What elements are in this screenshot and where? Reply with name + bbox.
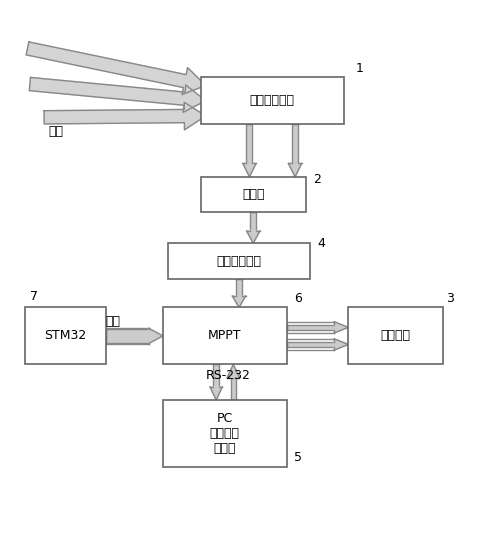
Polygon shape (232, 296, 246, 308)
Bar (348, 308, 444, 364)
Text: 充电控制电路: 充电控制电路 (217, 255, 261, 268)
Text: 2: 2 (313, 173, 321, 186)
Bar (25, 308, 106, 364)
Text: 1: 1 (356, 61, 363, 75)
Text: 太阳能电池板: 太阳能电池板 (250, 94, 295, 107)
Text: STM32: STM32 (44, 329, 87, 342)
Bar (213, 364, 219, 387)
Text: 蓄电池组: 蓄电池组 (381, 329, 411, 342)
Bar (286, 325, 334, 330)
Bar (236, 279, 242, 296)
Bar (292, 124, 298, 163)
Polygon shape (227, 364, 239, 378)
Bar (201, 177, 305, 213)
Bar (230, 378, 236, 400)
Bar (163, 400, 286, 467)
Bar (163, 308, 286, 364)
Text: 光照: 光照 (49, 125, 64, 138)
Polygon shape (44, 103, 206, 130)
Text: 7: 7 (30, 289, 38, 303)
Text: 4: 4 (317, 238, 326, 250)
Polygon shape (334, 321, 348, 333)
Polygon shape (26, 42, 206, 95)
Polygon shape (334, 339, 348, 350)
Bar (168, 244, 310, 279)
Text: 控制: 控制 (106, 315, 120, 328)
Polygon shape (210, 387, 222, 400)
Polygon shape (29, 77, 206, 112)
Polygon shape (243, 163, 256, 177)
Bar (286, 342, 334, 347)
Polygon shape (288, 163, 302, 177)
Text: RS-232: RS-232 (206, 370, 250, 382)
Polygon shape (149, 328, 163, 343)
Text: 3: 3 (445, 292, 454, 305)
Polygon shape (247, 231, 260, 244)
Text: PC
状态监控
与显示: PC 状态监控 与显示 (210, 412, 240, 455)
Bar (201, 77, 344, 124)
Bar (250, 213, 256, 231)
Text: MPPT: MPPT (208, 329, 241, 342)
Bar (106, 329, 149, 343)
Text: 5: 5 (293, 451, 302, 464)
Text: 逆变器: 逆变器 (242, 188, 264, 201)
Bar (247, 124, 252, 163)
Text: 6: 6 (293, 292, 302, 305)
